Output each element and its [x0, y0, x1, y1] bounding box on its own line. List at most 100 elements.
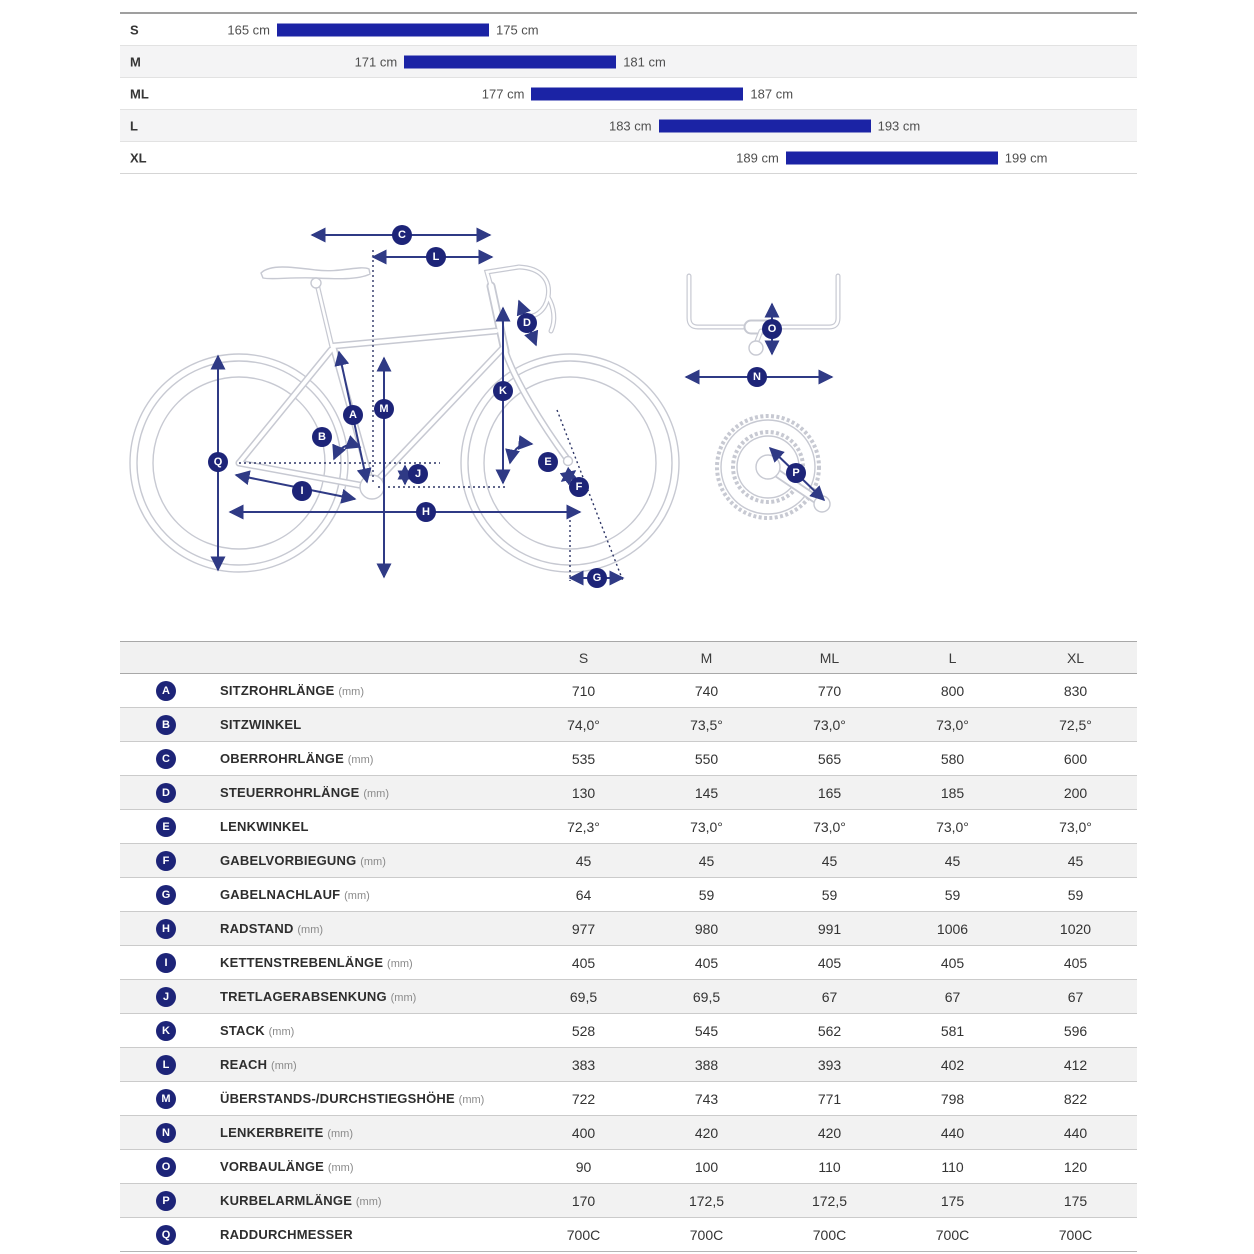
svg-text:E: E [544, 456, 551, 468]
crankset [715, 414, 831, 520]
value-Q-ML: 700C [768, 1217, 891, 1252]
value-K-M: 545 [645, 1013, 768, 1048]
measurement-label: SITZROHRLÄNGE [220, 683, 335, 698]
value-C-S: 535 [522, 741, 645, 776]
row-letter-badge: F [156, 850, 176, 871]
measurement-unit: (mm) [355, 1196, 382, 1208]
value-C-XL: 600 [1014, 741, 1137, 776]
measurement-label: RADDURCHMESSER [220, 1227, 353, 1242]
measurement-unit: (mm) [390, 992, 417, 1004]
table-row-I: I KETTENSTREBENLÄNGE (mm) 405 405 405 405 405 [120, 945, 1137, 980]
measurement-unit: (mm) [297, 924, 324, 936]
value-J-XL: 67 [1014, 979, 1137, 1014]
measurement-arrows [210, 227, 625, 586]
value-G-XL: 59 [1014, 877, 1137, 912]
frame-size-label: XL [130, 150, 147, 165]
diagram-badges: A B C D E F G H I J K L M N O P Q [208, 225, 806, 588]
measurement-label: GABELVORBIEGUNG [220, 853, 357, 868]
value-L-L: 402 [891, 1047, 1014, 1082]
arrow-head-angle-E [505, 435, 534, 465]
column-header-M: M [645, 641, 768, 674]
row-letter-badge: B [156, 714, 176, 735]
min-height-label: 165 cm [227, 22, 270, 37]
svg-text:Q: Q [214, 456, 223, 468]
table-row-H: H RADSTAND (mm) 977 980 991 1006 1020 [120, 911, 1137, 946]
row-badge-cell: B [120, 707, 200, 742]
row-letter-badge: I [156, 952, 176, 973]
max-height-label: 199 cm [1004, 150, 1048, 165]
value-G-ML: 59 [768, 877, 891, 912]
row-label-cell: RADSTAND (mm) [200, 911, 522, 946]
row-badge-cell: M [120, 1081, 200, 1116]
value-O-M: 100 [645, 1149, 768, 1184]
value-D-ML: 165 [768, 775, 891, 810]
table-row-L: L REACH (mm) 383 388 393 402 412 [120, 1047, 1137, 1082]
measurement-label: REACH [220, 1057, 268, 1072]
value-L-XL: 412 [1014, 1047, 1137, 1082]
value-Q-L: 700C [891, 1217, 1014, 1252]
size-bar-row-ML: ML 177 cm 187 cm [120, 77, 1137, 109]
value-P-S: 170 [522, 1183, 645, 1218]
value-E-L: 73,0° [891, 809, 1014, 844]
measurement-unit: (mm) [363, 788, 389, 800]
value-I-S: 405 [522, 945, 645, 980]
svg-text:G: G [593, 572, 602, 584]
value-I-XL: 405 [1014, 945, 1137, 980]
svg-text:I: I [300, 485, 303, 497]
saddle-clamp [310, 277, 322, 289]
badge-P: P [786, 463, 806, 483]
value-B-L: 73,0° [891, 707, 1014, 742]
height-range-bar [277, 23, 489, 36]
value-G-M: 59 [645, 877, 768, 912]
value-M-ML: 771 [768, 1081, 891, 1116]
height-range-bar [404, 55, 617, 68]
value-M-XL: 822 [1014, 1081, 1137, 1116]
row-label-cell: STEUERROHRLÄNGE (mm) [200, 775, 522, 810]
value-A-ML: 770 [817, 682, 842, 699]
front-dropout [562, 455, 574, 467]
row-label-cell: LENKERBREITE (mm) [200, 1115, 522, 1150]
value-F-ML: 45 [768, 843, 891, 878]
value-Q-XL: 700C [1014, 1217, 1137, 1252]
badge-N: N [747, 367, 767, 387]
measurement-label: LENKERBREITE [220, 1125, 324, 1140]
table-row-E: E LENKWINKEL 72,3° 73,0° 73,0° 73,0° 73,0° [120, 809, 1137, 844]
row-badge-cell: Q [120, 1217, 200, 1252]
row-label-cell: SITZWINKEL [200, 707, 522, 742]
svg-text:M: M [379, 403, 388, 415]
row-badge-cell: D [120, 775, 200, 810]
row-letter-badge: H [156, 918, 176, 939]
row-label-cell: LENKWINKEL [200, 809, 522, 844]
value-J-ML: 67 [768, 979, 891, 1014]
frame-size-label: L [130, 118, 138, 133]
row-label-cell: REACH (mm) [200, 1047, 522, 1082]
value-O-L: 110 [891, 1149, 1014, 1184]
badge-F: F [569, 477, 589, 497]
value-O-S: 90 [522, 1149, 645, 1184]
size-bar-row-S: S 165 cm 175 cm [120, 14, 1137, 45]
measurement-unit: (mm) [387, 958, 413, 970]
svg-text:O: O [768, 323, 777, 335]
value-I-L: 405 [891, 945, 1014, 980]
badge-D: D [517, 313, 537, 333]
row-letter-badge: D [156, 782, 176, 803]
value-L-M: 388 [645, 1047, 768, 1082]
row-badge-cell: N [120, 1115, 200, 1150]
reference-lines [239, 250, 624, 582]
table-row-K: K STACK (mm) 528 545 562 581 596 [120, 1013, 1137, 1048]
measurement-label: RADSTAND [220, 921, 294, 936]
value-O-ML: 110 [768, 1149, 891, 1184]
row-label-cell: KURBELARMLÄNGE (mm) [200, 1183, 522, 1218]
row-letter-badge: G [156, 884, 176, 905]
header-spacer [200, 641, 522, 674]
row-letter-badge: C [156, 748, 176, 769]
value-M-S: 722 [522, 1081, 645, 1116]
row-letter-badge: P [156, 1190, 176, 1211]
column-header-ML: ML [768, 641, 891, 674]
row-badge-cell: E [120, 809, 200, 844]
min-height-label: 171 cm [354, 54, 398, 69]
value-D-XL: 200 [1014, 775, 1137, 810]
steerer-clamp [748, 340, 764, 356]
value-B-XL: 72,5° [1014, 707, 1137, 742]
geometry-table: S M ML L XL A SITZROHRLÄNGE (mm) 710 740 770 800 8… [120, 641, 1137, 1252]
